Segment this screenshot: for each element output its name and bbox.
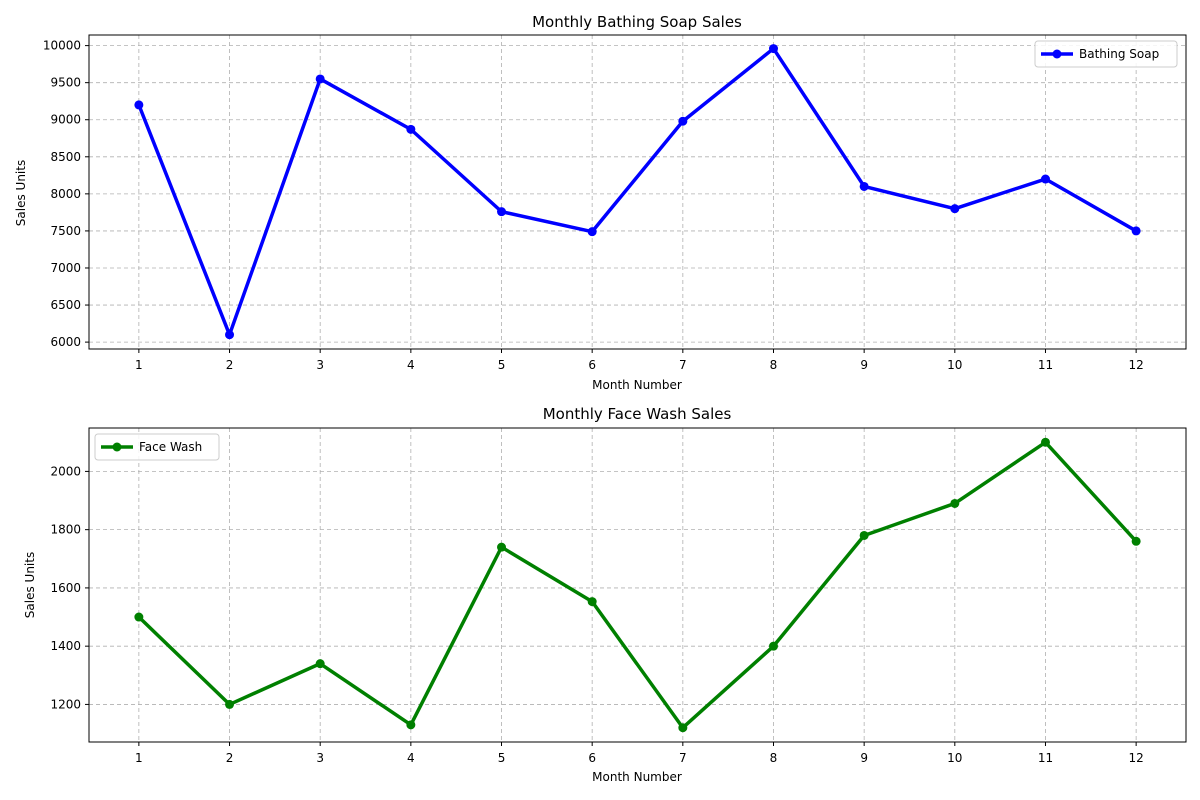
data-point: [587, 597, 597, 607]
y-axis-label: Sales Units: [14, 160, 28, 226]
data-point: [859, 530, 869, 540]
y-tick-label: 7000: [50, 261, 81, 275]
x-tick-label: 9: [860, 751, 868, 765]
y-tick-label: 1200: [50, 697, 81, 711]
legend-box: [1034, 40, 1178, 68]
data-point: [134, 100, 144, 110]
legend-label: Face Wash: [139, 440, 202, 454]
x-tick-label: 4: [407, 751, 415, 765]
x-tick-label: 10: [947, 751, 962, 765]
data-point: [497, 542, 507, 552]
x-tick-label: 7: [679, 358, 687, 372]
y-tick-label: 10000: [43, 39, 81, 53]
legend-label: Bathing Soap: [1079, 47, 1159, 61]
y-tick-label: 7500: [50, 224, 81, 238]
x-tick-label: 5: [498, 358, 506, 372]
x-tick-label: 6: [588, 358, 596, 372]
legend-marker: [1052, 49, 1062, 59]
y-tick-label: 8500: [50, 150, 81, 164]
x-tick-label: 3: [316, 358, 324, 372]
data-point: [497, 207, 507, 217]
data-point: [950, 204, 960, 214]
series-line: [137, 46, 1138, 337]
x-tick-label: 5: [498, 751, 506, 765]
x-tick-label: 6: [588, 751, 596, 765]
y-tick-label: 1600: [50, 581, 81, 595]
x-tick-label: 10: [947, 358, 962, 372]
data-point: [950, 498, 960, 508]
y-tick-label: 9000: [50, 113, 81, 127]
x-tick-label: 4: [407, 358, 415, 372]
x-tick-label: 8: [770, 751, 778, 765]
plot-frame: [88, 34, 1187, 350]
data-point: [768, 641, 778, 651]
series-line: [137, 440, 1138, 730]
data-point: [134, 612, 144, 622]
x-tick-label: 3: [316, 751, 324, 765]
y-tick-label: 2000: [50, 464, 81, 478]
data-point: [225, 330, 235, 340]
x-axis-label: Month Number: [592, 770, 682, 784]
x-tick-label: 2: [226, 751, 234, 765]
x-tick-label: 1: [135, 751, 143, 765]
x-tick-label: 12: [1128, 358, 1143, 372]
x-tick-label: 7: [679, 751, 687, 765]
face-wash-chart: Monthly Face Wash Sales Month Number Sal…: [23, 405, 1187, 784]
data-point: [1131, 536, 1141, 546]
chart-title: Monthly Face Wash Sales: [543, 405, 732, 423]
data-point: [859, 181, 869, 191]
legend: Face Wash: [94, 433, 220, 461]
x-tick-label: 8: [770, 358, 778, 372]
data-point: [678, 723, 688, 733]
data-point: [1131, 226, 1141, 236]
x-tick-label: 11: [1038, 751, 1053, 765]
x-tick-label: 1: [135, 358, 143, 372]
data-point: [1040, 174, 1050, 184]
legend-box: [94, 433, 220, 461]
bathing-soap-chart: Monthly Bathing Soap Sales Month Number …: [14, 13, 1187, 392]
legend-marker: [112, 442, 122, 452]
y-tick-label: 6000: [50, 335, 81, 349]
x-tick-label: 11: [1038, 358, 1053, 372]
data-point: [315, 74, 325, 84]
x-axis-label: Month Number: [592, 378, 682, 392]
y-axis-label: Sales Units: [23, 552, 37, 618]
data-point: [406, 720, 416, 730]
x-tick-label: 9: [860, 358, 868, 372]
y-tick-label: 1400: [50, 639, 81, 653]
data-point: [406, 124, 416, 134]
y-tick-label: 9500: [50, 76, 81, 90]
data-point: [768, 44, 778, 54]
data-point: [225, 699, 235, 709]
data-point: [587, 227, 597, 237]
data-point: [1040, 437, 1050, 447]
plot-frame: [88, 427, 1187, 743]
y-tick-label: 6500: [50, 298, 81, 312]
y-tick-label: 8000: [50, 187, 81, 201]
data-point: [315, 659, 325, 669]
chart-title: Monthly Bathing Soap Sales: [532, 13, 742, 31]
x-tick-label: 2: [226, 358, 234, 372]
x-tick-label: 12: [1128, 751, 1143, 765]
y-tick-label: 1800: [50, 523, 81, 537]
data-point: [678, 116, 688, 126]
legend: Bathing Soap: [1034, 40, 1178, 68]
